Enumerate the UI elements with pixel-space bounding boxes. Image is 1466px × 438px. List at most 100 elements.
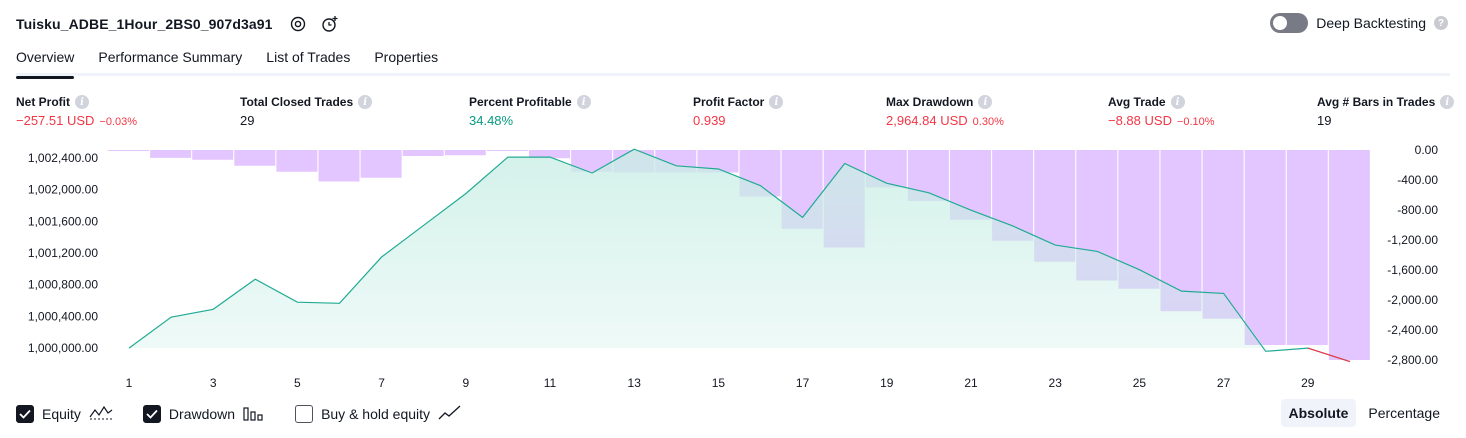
info-icon[interactable]: i bbox=[576, 95, 591, 109]
tab-list-of-trades[interactable]: List of Trades bbox=[266, 49, 351, 65]
metric-label: Total Closed Trades bbox=[240, 95, 354, 109]
legend-equity[interactable]: Equity bbox=[16, 405, 113, 424]
metric-avg-bars-in-trades: Avg # Bars in Trades i 19 bbox=[1317, 94, 1455, 128]
tab-performance-summary[interactable]: Performance Summary bbox=[98, 49, 243, 65]
drawdown-bar bbox=[697, 150, 739, 173]
x-axis-tick: 5 bbox=[294, 376, 301, 390]
drawdown-bar bbox=[150, 150, 192, 158]
equity-area bbox=[129, 149, 1350, 349]
buy-hold-checkbox[interactable] bbox=[295, 405, 314, 423]
right-axis-tick: -1,600.00 bbox=[1387, 263, 1438, 277]
legend-drawdown[interactable]: Drawdown bbox=[142, 405, 265, 424]
absolute-mode-button[interactable]: Absolute bbox=[1280, 399, 1357, 427]
drawdown-label: Drawdown bbox=[168, 406, 236, 422]
deep-backtesting-control: Deep Backtesting ? bbox=[1270, 13, 1448, 33]
x-axis-tick: 27 bbox=[1217, 376, 1231, 390]
x-axis-tick: 11 bbox=[544, 376, 557, 390]
metric-label: Avg # Bars in Trades bbox=[1317, 95, 1436, 109]
info-icon[interactable]: i bbox=[978, 95, 993, 109]
drawdown-checkbox[interactable] bbox=[142, 405, 161, 423]
metric-profit-factor: Profit Factor i 0.939 bbox=[693, 94, 784, 128]
metric-avg-trade: Avg Trade i −8.88 USD −0.10% bbox=[1108, 94, 1215, 128]
drawdown-bar bbox=[1244, 150, 1286, 345]
x-axis-tick: 23 bbox=[1049, 376, 1063, 390]
drawdown-bar bbox=[486, 150, 528, 151]
left-axis-tick: 1,000,400.00 bbox=[28, 309, 98, 323]
info-icon[interactable]: i bbox=[75, 95, 89, 109]
metric-percent: 0.30% bbox=[972, 116, 1004, 128]
metric-percent: −0.10% bbox=[1176, 116, 1215, 128]
info-icon[interactable]: i bbox=[1170, 95, 1185, 109]
tab-overview[interactable]: Overview bbox=[16, 46, 75, 79]
metric-label: Avg Trade bbox=[1108, 95, 1166, 109]
metric-net-profit: Net Profit i −257.51 USD −0.03% bbox=[16, 94, 137, 128]
left-axis-tick: 1,000,800.00 bbox=[28, 278, 98, 292]
equity-negative-segment bbox=[1307, 347, 1351, 363]
metric-max-drawdown: Max Drawdown i 2,964.84 USD 0.30% bbox=[886, 94, 1004, 128]
equity-checkbox[interactable] bbox=[16, 405, 34, 423]
metric-value: 19 bbox=[1317, 113, 1332, 128]
strategy-name: Tuisku_ADBE_1Hour_2BS0_907d3a91 bbox=[16, 16, 273, 32]
info-icon[interactable]: i bbox=[358, 95, 373, 109]
equity-line-icon bbox=[89, 405, 113, 424]
drawdown-bar bbox=[234, 150, 276, 166]
x-axis-tick: 19 bbox=[880, 376, 894, 390]
buy-hold-label: Buy & hold equity bbox=[321, 406, 431, 422]
toggle-knob bbox=[1273, 16, 1288, 30]
equity-line bbox=[128, 148, 1351, 363]
legend-buy-hold[interactable]: Buy & hold equity bbox=[295, 405, 462, 424]
drawdown-bar bbox=[1328, 150, 1370, 360]
metric-total-closed-trades: Total Closed Trades i 29 bbox=[240, 94, 373, 128]
drawdown-bar bbox=[192, 150, 234, 160]
x-axis-tick: 9 bbox=[462, 376, 469, 390]
metric-label: Percent Profitable bbox=[469, 95, 572, 109]
left-axis-tick: 1,000,000.00 bbox=[28, 341, 98, 355]
info-icon[interactable]: i bbox=[1440, 95, 1455, 109]
metric-value: 29 bbox=[240, 113, 255, 128]
metric-value: −257.51 USD bbox=[16, 113, 95, 128]
right-axis-tick: -2,800.00 bbox=[1387, 353, 1438, 367]
metric-label: Net Profit bbox=[16, 95, 70, 109]
settings-gear-icon[interactable] bbox=[287, 13, 309, 35]
x-axis-tick: 3 bbox=[210, 376, 217, 390]
metric-value: −8.88 USD bbox=[1108, 113, 1172, 128]
info-icon[interactable]: i bbox=[769, 95, 784, 109]
percentage-mode-button[interactable]: Percentage bbox=[1368, 405, 1440, 421]
chart-legend: Equity Drawdown Buy & hold equity bbox=[16, 402, 492, 426]
x-axis-tick: 7 bbox=[378, 376, 385, 390]
drawdown-bar bbox=[276, 150, 318, 172]
drawdown-bar bbox=[1286, 150, 1328, 345]
drawdown-bar bbox=[529, 150, 570, 159]
metrics-row: Net Profit i −257.51 USD −0.03% Total Clos… bbox=[16, 94, 1455, 134]
right-axis-tick: -400.00 bbox=[1397, 173, 1438, 187]
question-icon[interactable]: ? bbox=[1434, 16, 1448, 30]
left-axis-tick: 1,002,000.00 bbox=[28, 183, 98, 197]
metric-value: 0.939 bbox=[693, 113, 726, 128]
metric-percent-profitable: Percent Profitable i 34.48% bbox=[469, 94, 591, 128]
metric-percent: −0.03% bbox=[99, 116, 138, 128]
left-axis-tick: 1,001,200.00 bbox=[28, 246, 98, 260]
right-axis-tick: -1,200.00 bbox=[1387, 233, 1438, 247]
add-alert-clock-icon[interactable] bbox=[319, 13, 341, 35]
x-axis-tick: 25 bbox=[1133, 376, 1147, 390]
tab-properties[interactable]: Properties bbox=[374, 49, 439, 65]
report-tabs: Overview Performance Summary List of Tra… bbox=[16, 46, 1450, 79]
buy-hold-line-icon bbox=[438, 405, 462, 424]
x-axis-tick: 29 bbox=[1301, 376, 1315, 390]
right-axis-tick: -2,400.00 bbox=[1387, 323, 1438, 337]
drawdown-bar bbox=[1202, 150, 1244, 319]
drawdown-bar bbox=[360, 150, 402, 178]
x-axis-tick: 15 bbox=[712, 376, 726, 390]
metric-value: 34.48% bbox=[469, 113, 514, 128]
drawdown-bar bbox=[402, 150, 444, 156]
deep-backtesting-label: Deep Backtesting bbox=[1316, 15, 1426, 31]
value-mode-switch: Absolute Percentage bbox=[1280, 399, 1449, 427]
equity-drawdown-chart[interactable]: 1,002,400.00 1,002,000.00 1,001,600.00 1,00… bbox=[0, 140, 1466, 400]
x-axis-tick: 17 bbox=[796, 376, 810, 390]
drawdown-bar bbox=[318, 150, 360, 182]
deep-backtesting-toggle[interactable] bbox=[1270, 13, 1309, 33]
drawdown-bars-icon bbox=[243, 405, 265, 424]
x-axis-tick: 13 bbox=[628, 376, 642, 390]
drawdown-bar bbox=[571, 150, 613, 172]
x-axis-tick: 21 bbox=[964, 376, 978, 390]
